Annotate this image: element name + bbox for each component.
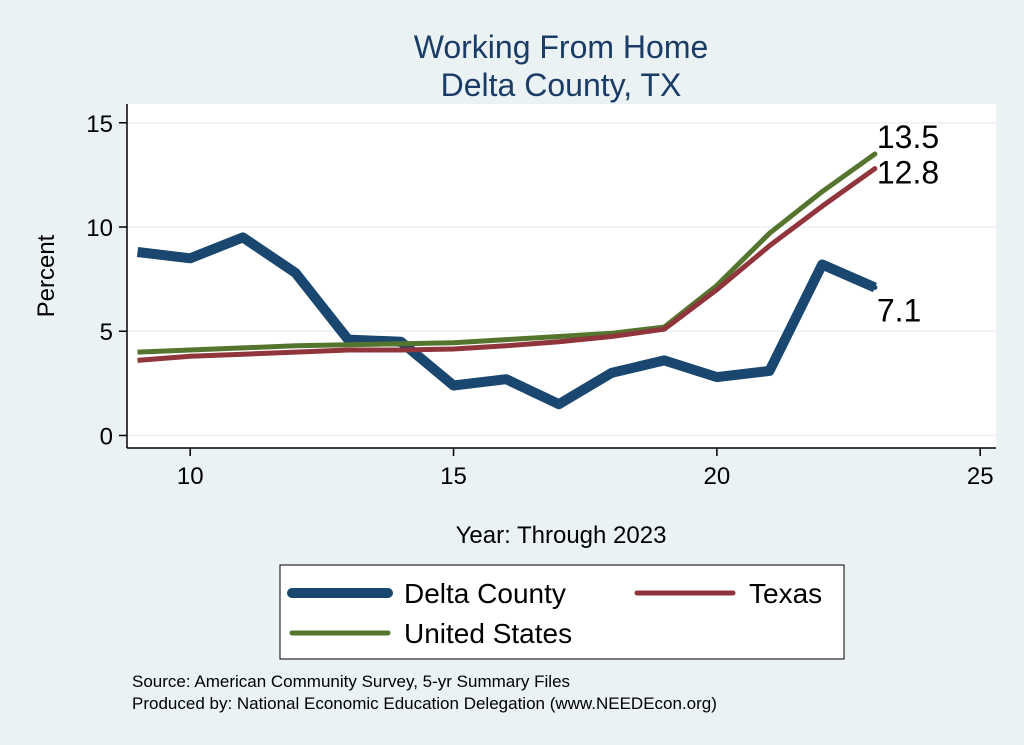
end-labels: 7.1 13.512.8 bbox=[877, 119, 939, 328]
x-tick-label-0: 10 bbox=[177, 463, 204, 490]
chart-title: Working From Home bbox=[414, 29, 709, 65]
end-label-united-states: 13.5 bbox=[877, 119, 939, 155]
x-axis-title: Year: Through 2023 bbox=[456, 522, 667, 549]
y-tick-label-1: 5 bbox=[100, 319, 113, 346]
series-lines bbox=[136, 151, 878, 410]
y-tick-label-3: 15 bbox=[86, 111, 113, 138]
legend-label-united-states: United States bbox=[404, 618, 572, 649]
x-tick-label-2: 20 bbox=[704, 463, 731, 490]
series-end-point-texas bbox=[872, 166, 878, 172]
y-tick-label-0: 0 bbox=[100, 423, 113, 450]
producer-note: Produced by: National Economic Education… bbox=[132, 694, 717, 713]
x-ticks: 10 15 20 25 bbox=[177, 448, 994, 490]
y-axis-title: Percent bbox=[33, 234, 60, 317]
x-tick-label-1: 15 bbox=[440, 463, 467, 490]
y-ticks: 0 5 10 15 bbox=[86, 111, 127, 450]
legend: Delta County Texas United States bbox=[279, 564, 845, 660]
gridlines bbox=[127, 122, 996, 437]
legend-box bbox=[279, 564, 845, 660]
legend-label-texas: Texas bbox=[749, 578, 822, 609]
plot-area bbox=[127, 104, 996, 448]
end-label-delta-county: 7.1 bbox=[877, 292, 921, 328]
end-label-texas: 12.8 bbox=[877, 155, 939, 191]
series-end-point-delta-county bbox=[872, 284, 878, 290]
legend-label-delta-county: Delta County bbox=[404, 578, 566, 609]
x-tick-label-3: 25 bbox=[967, 463, 994, 490]
y-tick-label-2: 10 bbox=[86, 215, 113, 242]
chart-subtitle: Delta County, TX bbox=[441, 67, 682, 103]
series-line-united-states bbox=[137, 151, 877, 355]
series-line-texas bbox=[137, 166, 877, 363]
series-end-point-united-states bbox=[872, 151, 878, 157]
series-line-delta-county bbox=[136, 232, 877, 410]
source-note: Source: American Community Survey, 5-yr … bbox=[132, 672, 570, 691]
